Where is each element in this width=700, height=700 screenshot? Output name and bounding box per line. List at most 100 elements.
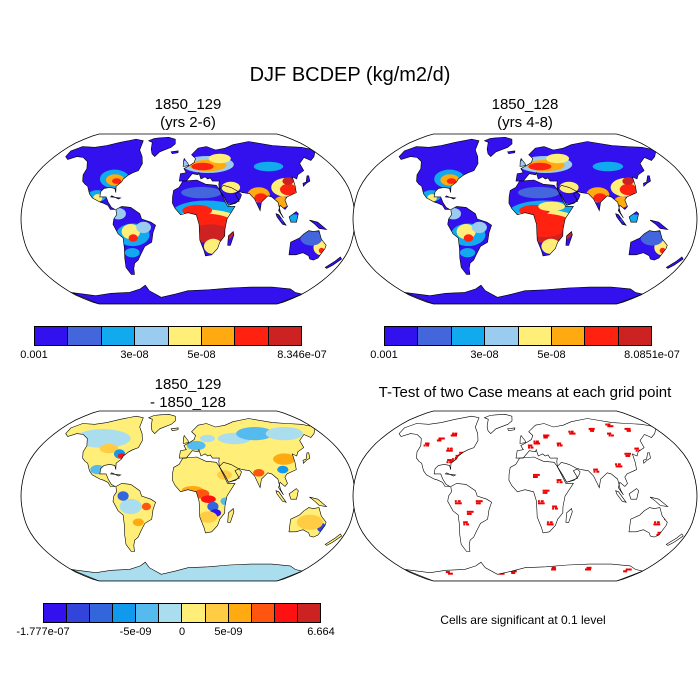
significant-cell: [466, 512, 471, 515]
significant-cell: [627, 452, 631, 455]
coastline-eurasia: [515, 141, 657, 219]
panel-title-2: 1850_128 (yrs 4-8): [352, 96, 698, 132]
significant-cell: [478, 500, 483, 503]
significant-cell: [628, 429, 631, 432]
significant-cell: [549, 521, 553, 524]
significant-cell: [446, 461, 449, 464]
coastline-caribbean: [110, 195, 122, 200]
colorbar-box: [385, 327, 419, 345]
field-patch: [273, 453, 296, 465]
panel-title-3: 1850_129 - 1850_128: [20, 376, 356, 412]
significant-cell: [656, 523, 661, 526]
field-patch: [471, 221, 487, 234]
colorbar-2-boxes: [384, 326, 652, 346]
panel-title-2-line1: 1850_128: [491, 96, 559, 113]
significant-cell: [628, 454, 631, 457]
significant-cell: [556, 479, 561, 482]
significant-cell: [551, 568, 554, 571]
significant-cell: [457, 500, 461, 503]
colorbar-3-boxes: [43, 603, 321, 623]
significant-cell: [568, 430, 571, 433]
coastline-sumatra: [615, 213, 627, 226]
significant-cell: [528, 446, 530, 449]
map-panel-2: [352, 133, 698, 305]
coastline-greenland: [147, 136, 176, 158]
significant-cell: [545, 489, 550, 492]
significant-cell: [587, 568, 591, 571]
coastline-antarctica: [70, 561, 303, 581]
coastline-caribbean: [444, 472, 457, 477]
coastline-eurasia: [178, 418, 316, 496]
coastline-africa: [508, 179, 574, 257]
coastlines: [398, 136, 684, 304]
panel-title-3-line1: 1850_129: [154, 376, 222, 393]
coastline-newGuinea: [309, 496, 328, 507]
coastline-borneo: [628, 211, 639, 223]
significant-cell: [607, 423, 611, 426]
significant-cell: [589, 429, 594, 432]
colorbar-2: 0.001 3e-08 5e-08 8.0851e-07: [370, 326, 680, 365]
significant-cell: [426, 444, 430, 447]
coastline-newGuinea: [649, 496, 669, 507]
field-patch: [282, 177, 294, 185]
colorbar-1-label: 5e-08: [187, 349, 216, 361]
field-patch: [124, 248, 140, 258]
significant-cell: [478, 502, 481, 505]
significant-cell: [451, 458, 454, 461]
significant-cell: [609, 425, 614, 428]
field-patch: [117, 491, 129, 501]
significant-cell: [535, 473, 540, 476]
significant-cell: [593, 470, 596, 473]
significant-cell: [466, 510, 470, 513]
significant-cell: [559, 444, 563, 447]
significant-cell: [540, 500, 544, 503]
significant-cell: [608, 434, 611, 437]
coastline-newZealand: [665, 533, 684, 546]
panel-title-1: 1850_129 (yrs 2-6): [20, 96, 356, 132]
significant-cell: [535, 440, 539, 443]
significant-cell: [449, 447, 453, 450]
significant-cell: [545, 491, 548, 494]
globe-background: [353, 134, 697, 304]
significant-cell: [624, 427, 628, 430]
significant-cell: [447, 459, 452, 462]
field-patch: [619, 183, 637, 196]
field-patch: [132, 518, 144, 527]
coastline-newGuinea: [649, 219, 669, 230]
coastline-northAmerica: [65, 415, 144, 487]
figure-title: DJF BCDEP (kg/m2/d): [249, 64, 451, 86]
coastline-australia: [288, 507, 327, 538]
significant-cell: [447, 447, 450, 450]
coastline-australia: [628, 230, 668, 261]
significant-cell: [543, 436, 548, 439]
field-patch: [136, 221, 151, 234]
significant-cell: [556, 481, 559, 484]
coastline-arabia: [218, 461, 242, 483]
coastline-arabia: [556, 184, 581, 206]
colorbar-3-label: 5e-09: [214, 626, 243, 638]
coastline-japan: [643, 175, 651, 187]
significant-cell: [425, 442, 429, 445]
coastline-northAmerica: [65, 138, 144, 210]
field-patch: [622, 177, 634, 185]
coastline-northAmerica: [398, 415, 480, 487]
coastline-madagascar: [565, 231, 573, 246]
significant-cell: [454, 502, 458, 505]
significant-cell: [463, 523, 466, 526]
coastline-africa: [172, 179, 236, 257]
coastline-africa: [172, 456, 236, 534]
field-patch: [592, 161, 624, 172]
significant-cell: [654, 521, 656, 524]
significant-cell: [552, 507, 555, 510]
colorbar-3-label: -1.777e-07: [16, 626, 70, 638]
field-patch: [277, 465, 289, 474]
colorbar-2-label: 3e-08: [470, 349, 499, 361]
significant-cell: [527, 444, 532, 447]
significant-cell: [466, 523, 470, 526]
significant-cell: [537, 500, 540, 503]
significant-cell: [607, 425, 611, 428]
significant-cell: [513, 572, 516, 574]
coastline-madagascar: [227, 231, 235, 246]
significant-cell: [530, 446, 534, 449]
coastline-uk: [519, 157, 527, 167]
